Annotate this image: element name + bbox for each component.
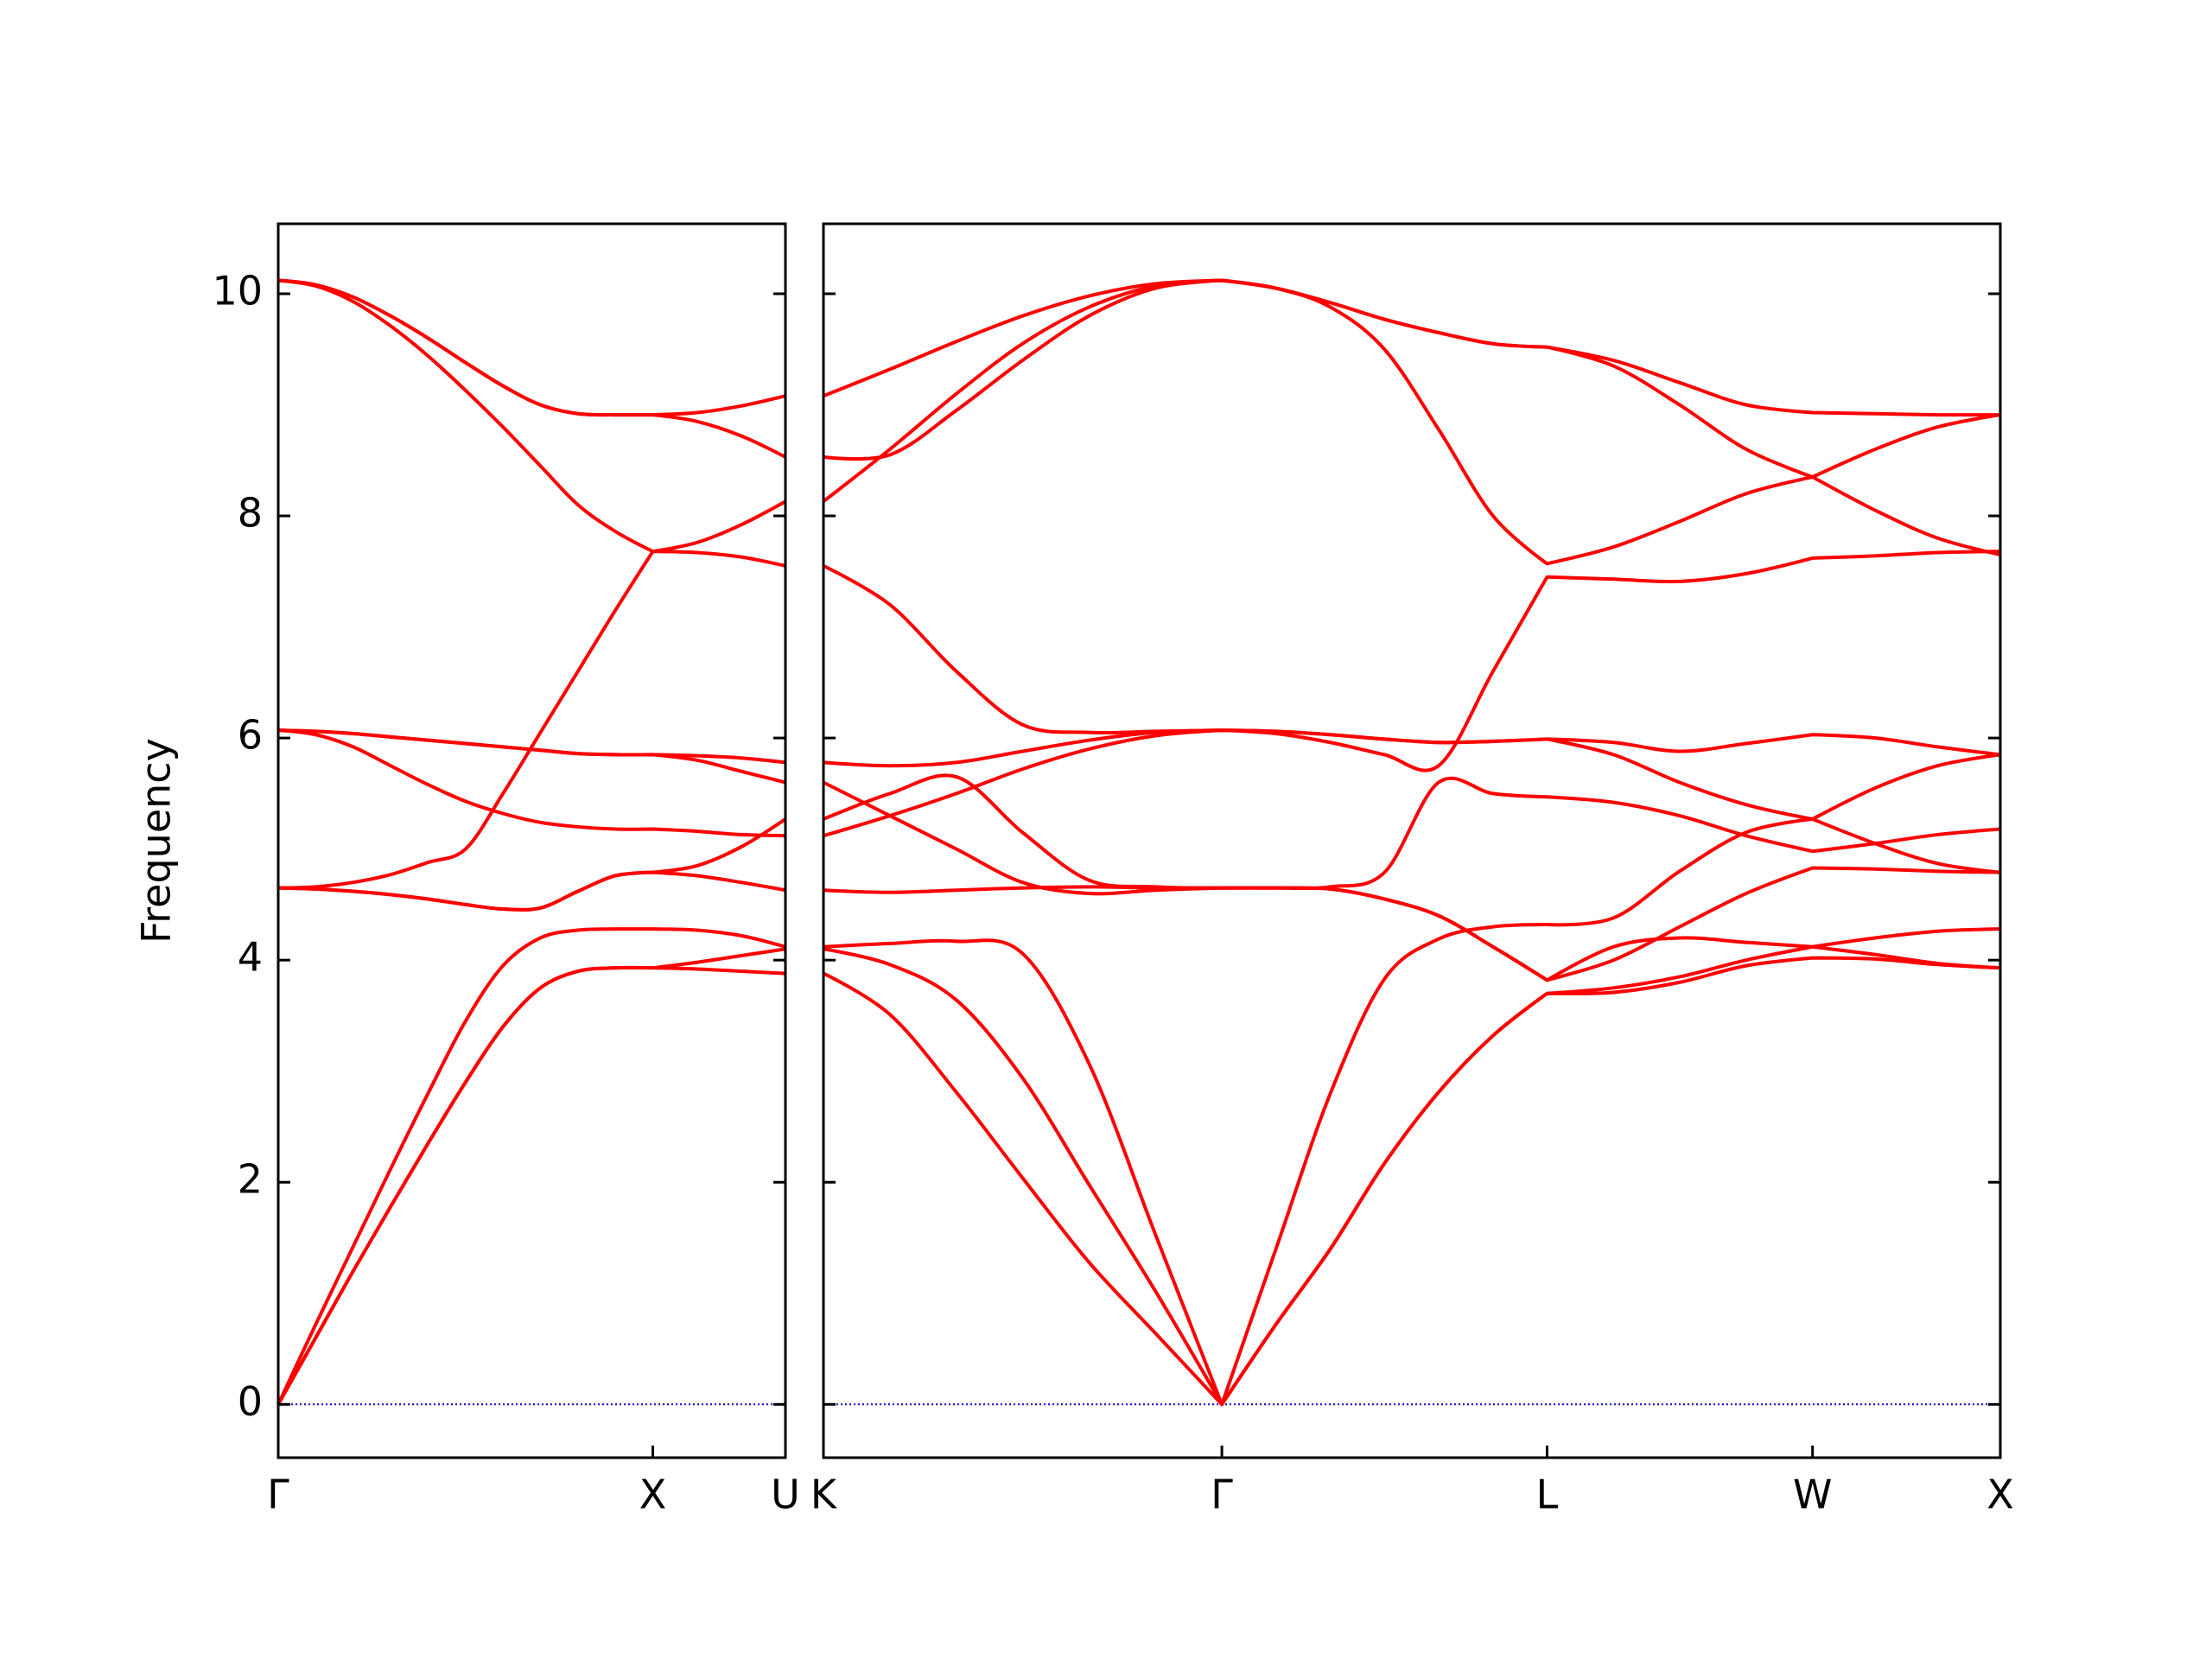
band-line	[277, 278, 786, 459]
x-tick-label: U	[771, 1471, 800, 1518]
x-tick-label: W	[1793, 1471, 1832, 1518]
band-line	[822, 278, 2001, 566]
band-line	[823, 776, 2001, 896]
y-tick-label: 4	[238, 934, 263, 981]
band-line	[277, 278, 786, 568]
y-tick-label: 0	[238, 1378, 263, 1425]
band-line	[277, 728, 786, 838]
plot-frame	[822, 222, 2002, 1459]
plot-frame	[276, 222, 787, 1459]
x-tick-label: X	[1986, 1471, 2014, 1518]
band-line	[277, 728, 786, 785]
band-line	[823, 753, 2001, 1407]
x-tick-label: Γ	[1211, 1471, 1233, 1518]
band-line	[276, 927, 786, 1406]
band-line	[823, 550, 2001, 838]
x-tick-label: X	[639, 1471, 667, 1518]
y-axis-label: Frequency	[133, 738, 180, 944]
y-tick-label: 6	[238, 712, 263, 759]
y-tick-label: 8	[238, 490, 263, 537]
y-tick-label: 10	[212, 267, 263, 314]
band-line	[277, 870, 786, 912]
band-line	[823, 956, 2001, 1407]
y-tick-label: 2	[238, 1156, 263, 1203]
x-tick-label: K	[810, 1471, 838, 1518]
x-tick-label: L	[1536, 1471, 1559, 1518]
x-tick-label: Γ	[267, 1471, 289, 1518]
band-line	[276, 965, 786, 1406]
